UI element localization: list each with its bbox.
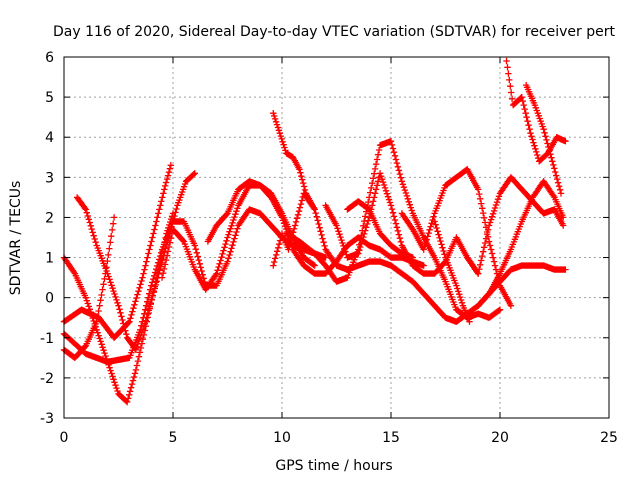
y-tick-label: 1 bbox=[45, 251, 54, 267]
y-tick-label: -1 bbox=[40, 331, 54, 347]
series-pass-i bbox=[270, 110, 318, 213]
series-pass-p bbox=[523, 81, 565, 197]
plus-markers bbox=[344, 198, 416, 261]
series-pass-b bbox=[60, 162, 174, 341]
x-tick-label: 0 bbox=[60, 430, 69, 446]
plus-markers bbox=[523, 81, 565, 197]
series-pass-j bbox=[283, 138, 504, 321]
chart-title: Day 116 of 2020, Sidereal Day-to-day VTE… bbox=[53, 24, 615, 40]
x-tick-label: 5 bbox=[169, 430, 178, 446]
y-tick-label: -2 bbox=[40, 371, 54, 387]
plus-markers bbox=[431, 218, 473, 325]
y-tick-label: 5 bbox=[45, 90, 54, 106]
x-tick-labels: 0 5 10 15 20 25 bbox=[60, 430, 618, 446]
y-tick-label: 6 bbox=[45, 50, 54, 66]
x-tick-label: 25 bbox=[600, 430, 618, 446]
y-tick-label: 0 bbox=[45, 291, 54, 307]
y-tick-label: -3 bbox=[40, 411, 54, 427]
y-tick-labels: -3 -2 -1 0 1 2 3 4 5 6 bbox=[40, 50, 54, 427]
series-pass-l bbox=[344, 198, 416, 261]
x-tick-label: 10 bbox=[273, 430, 291, 446]
series-pass-o bbox=[503, 57, 569, 165]
series-pass-q bbox=[475, 178, 567, 309]
y-tick-label: 4 bbox=[45, 130, 54, 146]
x-tick-label: 15 bbox=[382, 430, 400, 446]
axis-ticks bbox=[63, 56, 610, 419]
plus-markers bbox=[270, 110, 318, 213]
gridlines bbox=[64, 57, 609, 418]
y-tick-label: 2 bbox=[45, 210, 54, 226]
series-pass-r bbox=[431, 218, 473, 325]
data-marks bbox=[60, 57, 569, 406]
x-tick-label: 20 bbox=[491, 430, 509, 446]
x-axis-label: GPS time / hours bbox=[275, 458, 392, 474]
plus-markers bbox=[503, 57, 569, 165]
plus-markers bbox=[283, 138, 504, 321]
y-tick-label: 3 bbox=[45, 170, 54, 186]
plus-markers bbox=[60, 162, 174, 341]
y-axis-label: SDTVAR / TECUs bbox=[8, 181, 24, 296]
plot-frame bbox=[63, 56, 610, 419]
plus-markers bbox=[475, 178, 567, 309]
